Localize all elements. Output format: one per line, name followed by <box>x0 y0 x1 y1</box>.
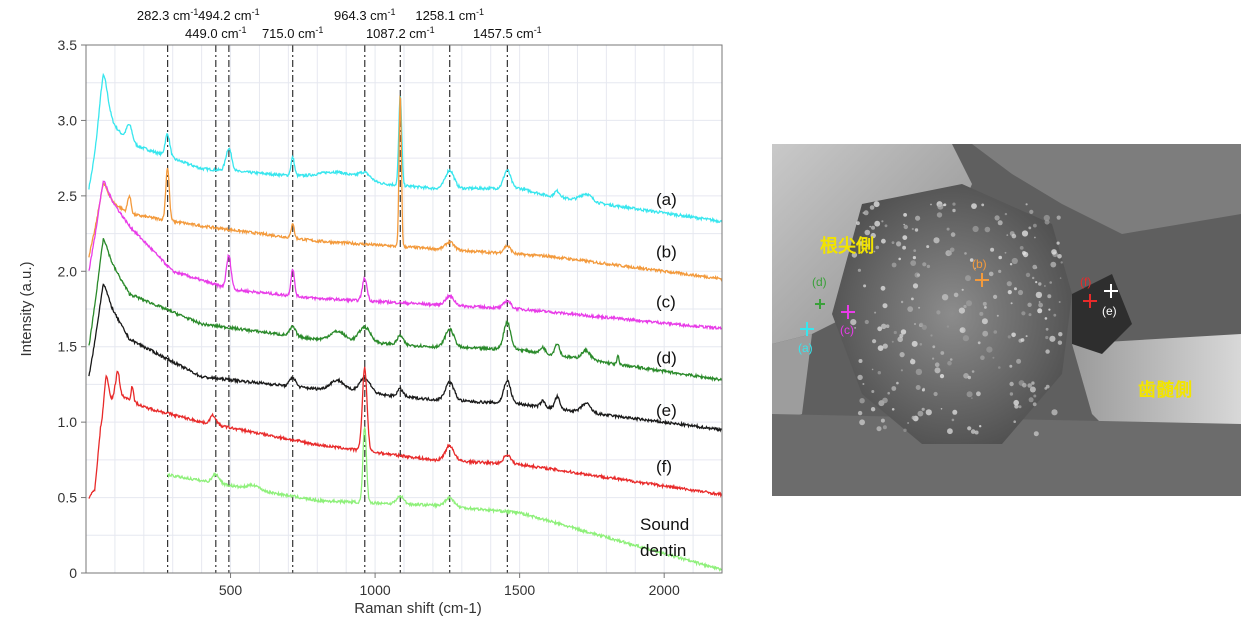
y-tick-label: 3.5 <box>58 37 78 53</box>
x-tick-label: 1000 <box>360 582 391 598</box>
spectrum-series-0 <box>88 72 723 224</box>
sound-dentin-label-line1: Sound <box>640 515 689 534</box>
svg-text:(d): (d) <box>812 275 827 289</box>
peak-reference-lines <box>167 45 508 573</box>
spectra-series <box>88 72 723 572</box>
x-axis-title: Raman shift (cm-1) <box>354 600 482 617</box>
peak-label: 282.3 cm-1 <box>137 7 199 23</box>
spectrum-series-2 <box>88 180 723 331</box>
spot-marker-e: (e) <box>1102 284 1118 318</box>
sound-dentin-label-line2: dentin <box>640 541 686 560</box>
x-tick-label: 1500 <box>504 582 535 598</box>
svg-text:(e): (e) <box>1102 304 1117 318</box>
region-label-pulp: 歯髄側 <box>1138 379 1192 401</box>
lesion-region <box>832 184 1072 444</box>
peak-label: 494.2 cm-1 <box>198 7 259 23</box>
spectrum-series-5 <box>88 366 723 499</box>
y-tick-label: 2.5 <box>58 188 78 204</box>
raman-spectra-chart: 0 0.5 1.0 1.5 2.0 2.5 3.0 3.5 500 1000 1500 2000 2… <box>18 7 723 617</box>
bottom-region <box>772 414 1241 496</box>
region-label-apex: 根尖側 <box>820 235 874 257</box>
series-label: (b) <box>656 243 677 262</box>
y-tick-label: 0 <box>69 565 77 581</box>
spectrum-series-1 <box>88 95 723 282</box>
y-tick-label: 1.0 <box>58 414 78 430</box>
spectrum-series-4 <box>88 283 723 433</box>
series-label: (f) <box>656 457 672 476</box>
peak-label: 964.3 cm-1 <box>334 7 396 23</box>
spectrum-series-3 <box>88 238 723 382</box>
y-axis-ticks: 0 0.5 1.0 1.5 2.0 2.5 3.0 3.5 <box>58 37 86 581</box>
peak-label: 715.0 cm-1 <box>262 25 324 41</box>
y-tick-label: 3.0 <box>58 112 78 128</box>
series-label: (a) <box>656 190 677 209</box>
y-axis-title: Intensity (a.u.) <box>18 261 35 356</box>
y-tick-label: 0.5 <box>58 490 78 506</box>
y-tick-label: 1.5 <box>58 339 78 355</box>
svg-text:(a): (a) <box>798 341 813 355</box>
svg-text:(f): (f) <box>1080 275 1091 289</box>
spot-marker-f: (f) <box>1080 275 1097 308</box>
spot-marker-c: (c) <box>840 305 855 337</box>
svg-text:(b): (b) <box>972 257 987 271</box>
series-label: (d) <box>656 348 677 367</box>
spectrum-series-6 <box>167 425 723 572</box>
dark-pulp-area <box>1072 274 1132 354</box>
spot-marker-d: (d) <box>812 275 827 309</box>
peak-label: 1258.1 cm-1 <box>415 7 484 23</box>
x-tick-label: 2000 <box>649 582 680 598</box>
peak-label: 1457.5 cm-1 <box>473 25 542 41</box>
y-tick-label: 2.0 <box>58 263 78 279</box>
series-labels: (a) (b) (c) (d) (e) (f) <box>656 190 677 476</box>
top-right-region <box>972 144 1241 234</box>
x-axis-ticks: 500 1000 1500 2000 <box>219 573 680 598</box>
dentin-micrograph: 根尖側 歯髄側 (a) (b) (c) (d) (e) (f) <box>772 144 1241 496</box>
spot-marker-a: (a) <box>798 322 814 355</box>
peak-label: 449.0 cm-1 <box>185 25 247 41</box>
series-label: (c) <box>656 292 676 311</box>
chart-grid <box>86 45 723 573</box>
series-label: (e) <box>656 401 677 420</box>
left-dentin-edge <box>772 334 812 424</box>
x-tick-label: 500 <box>219 582 243 598</box>
peak-label: 1087.2 cm-1 <box>366 25 435 41</box>
lesion-texture <box>850 201 1063 437</box>
plot-frame <box>85 44 723 574</box>
spot-marker-b: (b) <box>972 257 989 287</box>
svg-text:(c): (c) <box>840 323 854 337</box>
